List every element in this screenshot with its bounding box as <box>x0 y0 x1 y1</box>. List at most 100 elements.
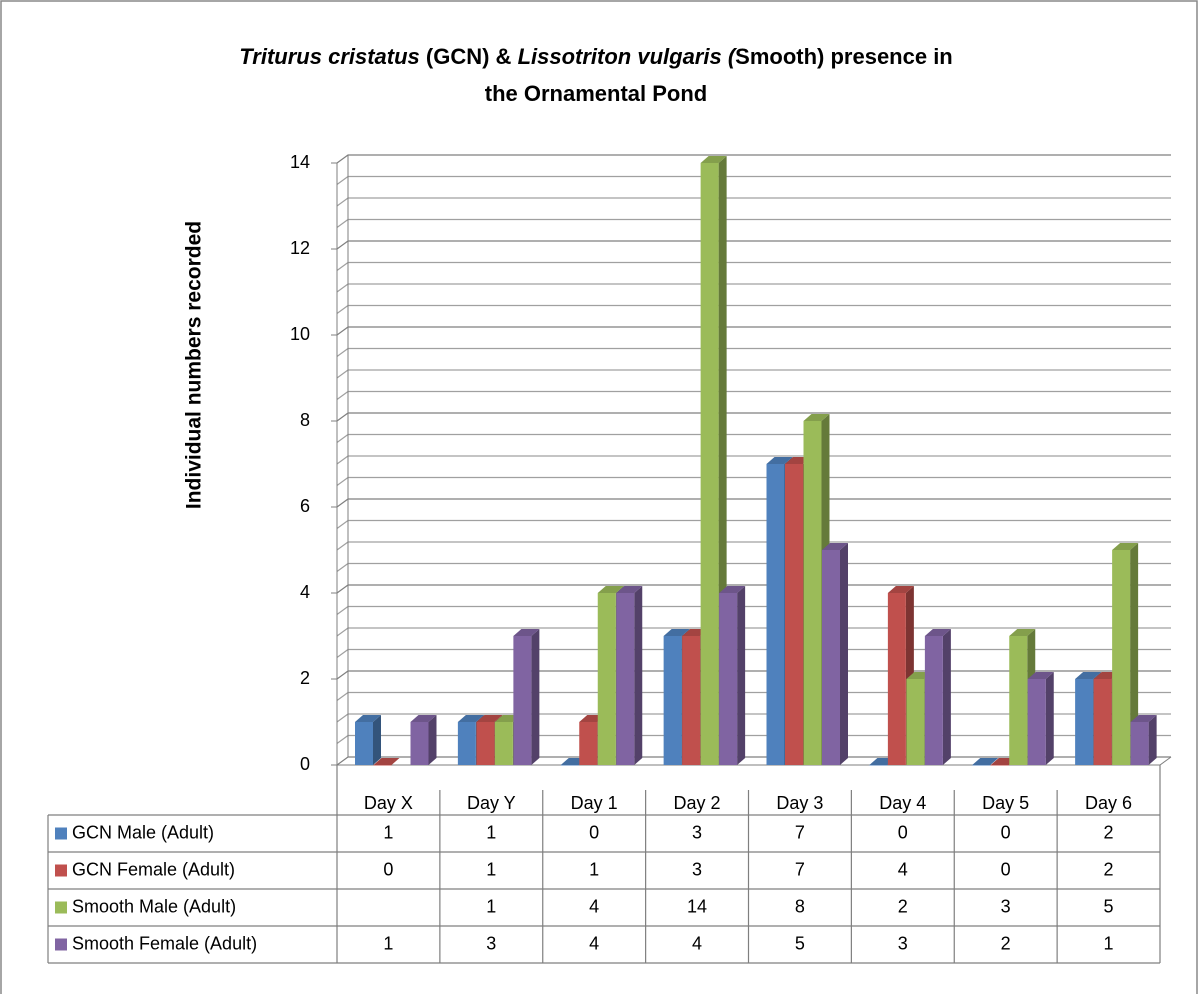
bar-top <box>1130 715 1157 722</box>
bar-top <box>719 586 746 593</box>
x-tick-label: Day 1 <box>571 793 618 813</box>
table-value: 0 <box>898 822 908 842</box>
table-value: 0 <box>1001 822 1011 842</box>
bar-top <box>1112 543 1139 550</box>
bar-front <box>494 722 513 765</box>
table-value: 0 <box>1001 859 1011 879</box>
bar-side <box>737 586 746 765</box>
bar-side <box>840 543 848 765</box>
bar <box>355 715 381 765</box>
table-value: 14 <box>687 896 707 916</box>
bar-top <box>597 586 624 593</box>
bar <box>1130 715 1157 765</box>
table-value: 1 <box>486 859 496 879</box>
table-value: 7 <box>795 859 805 879</box>
bar-front <box>887 593 906 765</box>
bar-top <box>1075 672 1102 679</box>
y-tick-label: 8 <box>300 410 310 430</box>
bar-front <box>822 550 840 765</box>
title-part: the Ornamental Pond <box>485 81 707 106</box>
bar-top <box>373 758 400 765</box>
y-tick-label: 6 <box>300 496 310 516</box>
table-value: 1 <box>1104 933 1114 953</box>
bar <box>924 629 951 765</box>
y-tick-label: 10 <box>290 324 310 344</box>
y-tick-label: 4 <box>300 582 310 602</box>
bar-top <box>616 586 643 593</box>
bar <box>719 586 746 765</box>
bar-side <box>1148 715 1157 765</box>
bar <box>1112 543 1139 765</box>
table-value: 8 <box>795 896 805 916</box>
title-part: Lissotriton vulgaris ( <box>518 44 738 69</box>
table-value: 2 <box>1104 859 1114 879</box>
bar-top <box>457 715 484 722</box>
bar-front <box>1027 679 1046 765</box>
table-value: 4 <box>589 896 599 916</box>
bar <box>803 414 830 765</box>
bar-front <box>700 163 719 765</box>
legend-key <box>55 827 67 840</box>
title-part: Smooth) presence in <box>735 44 953 69</box>
table-value: 3 <box>898 933 908 953</box>
legend-label: GCN Male (Adult) <box>72 822 214 842</box>
bar <box>1027 672 1054 765</box>
bar <box>822 543 848 765</box>
bar-front <box>457 722 476 765</box>
table-value: 1 <box>383 822 393 842</box>
bar-side <box>1045 672 1054 765</box>
bar-top <box>663 629 690 636</box>
x-tick-label: Day 5 <box>982 793 1029 813</box>
x-tick-label: Day Y <box>467 793 516 813</box>
bar-front <box>476 722 495 765</box>
table-value: 0 <box>589 822 599 842</box>
bar-front <box>972 765 991 766</box>
legend-key <box>55 901 67 914</box>
bar-front <box>663 636 682 765</box>
bar-top <box>700 156 727 163</box>
bar-front <box>1112 550 1131 765</box>
table-value: 3 <box>692 859 702 879</box>
table-value: 5 <box>1104 896 1114 916</box>
table-value: 5 <box>795 933 805 953</box>
bar-front <box>355 722 373 765</box>
title-part: (GCN) & <box>420 44 518 69</box>
bar-front <box>924 636 943 765</box>
legend-label: GCN Female (Adult) <box>72 859 235 879</box>
x-tick-label: Day 6 <box>1085 793 1132 813</box>
table-value: 4 <box>898 859 908 879</box>
y-tick-label: 14 <box>290 152 310 172</box>
table-value: 0 <box>383 859 393 879</box>
table-value: 3 <box>486 933 496 953</box>
bar-front <box>766 464 785 765</box>
bar-front <box>373 765 392 766</box>
table-value: 3 <box>1001 896 1011 916</box>
y-tick-label: 2 <box>300 668 310 688</box>
table-value: 1 <box>486 896 496 916</box>
legend-key <box>55 864 67 877</box>
bar-front <box>1130 722 1149 765</box>
table-value: 4 <box>589 933 599 953</box>
legend-label: Smooth Female (Adult) <box>72 933 257 953</box>
bar <box>972 758 999 766</box>
x-tick-label: Day X <box>364 793 413 813</box>
table-value: 3 <box>692 822 702 842</box>
bar-front <box>990 765 1009 766</box>
table-value: 7 <box>795 822 805 842</box>
bar-front <box>616 593 635 765</box>
bar-top <box>803 414 830 421</box>
bar-front <box>869 765 888 766</box>
table-value: 1 <box>589 859 599 879</box>
bar-front <box>682 636 701 765</box>
bar-front <box>719 593 738 765</box>
bar-side <box>1130 543 1139 765</box>
table-value: 1 <box>383 933 393 953</box>
bar <box>513 629 540 765</box>
bar <box>410 715 437 765</box>
bar-front <box>1093 679 1112 765</box>
x-tick-label: Day 4 <box>879 793 926 813</box>
x-tick-label: Day 2 <box>674 793 721 813</box>
bar-top <box>476 715 503 722</box>
